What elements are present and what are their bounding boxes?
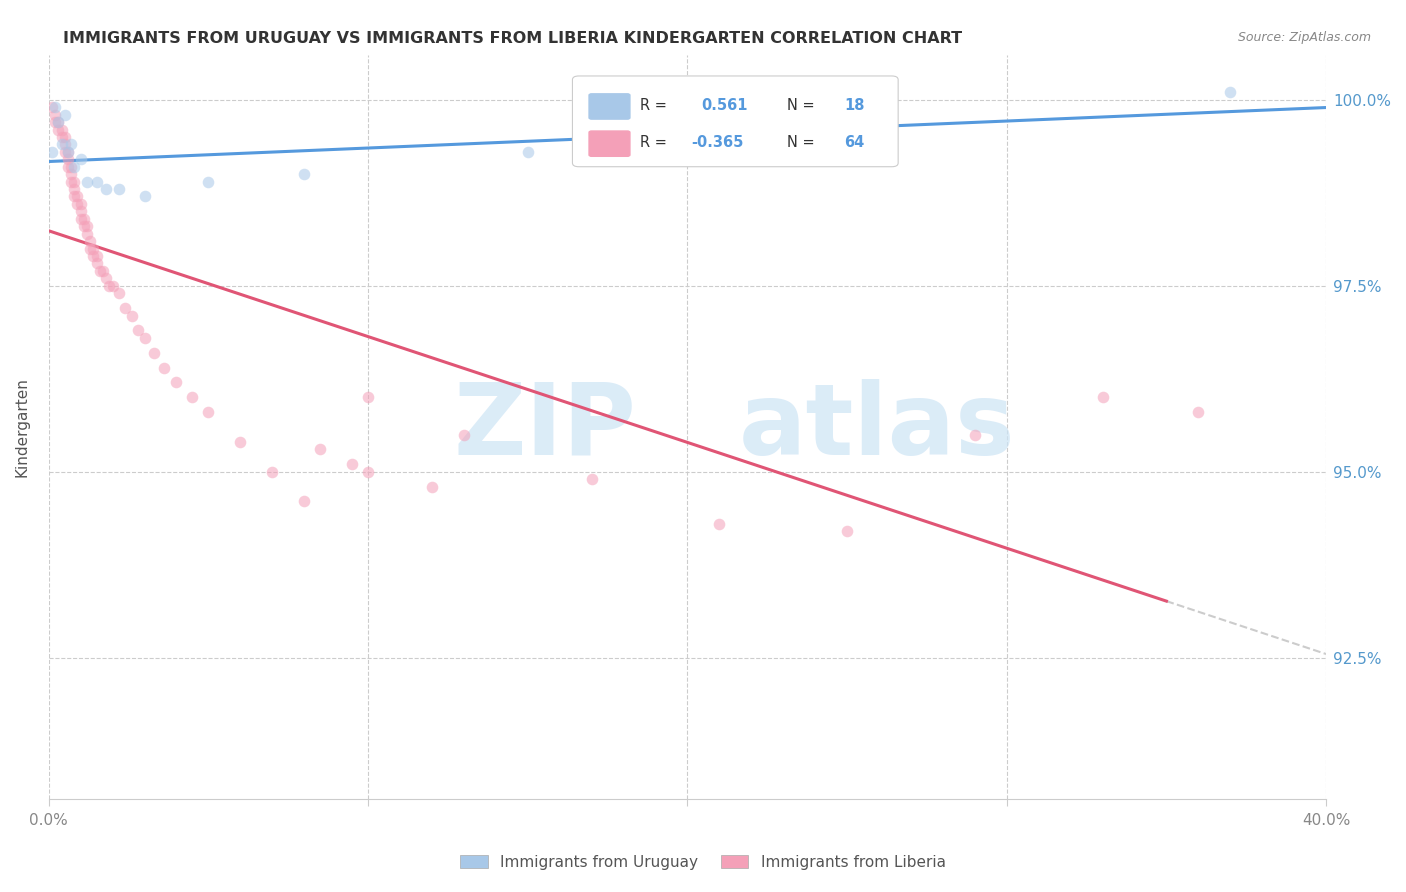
- Text: Source: ZipAtlas.com: Source: ZipAtlas.com: [1237, 31, 1371, 45]
- Text: atlas: atlas: [738, 378, 1015, 475]
- Point: [66, 189, 89, 203]
- Point: [79, 234, 101, 248]
- Legend: Immigrants from Uruguay, Immigrants from Liberia: Immigrants from Uruguay, Immigrants from…: [453, 847, 953, 877]
- Point: [229, 434, 252, 449]
- Point: [69, 153, 91, 167]
- Point: [709, 516, 731, 531]
- Point: [63, 189, 86, 203]
- Point: [357, 465, 380, 479]
- Point: [309, 442, 332, 457]
- Point: [197, 175, 219, 189]
- Text: 64: 64: [845, 136, 865, 151]
- Text: -0.365: -0.365: [692, 136, 744, 151]
- Point: [181, 390, 204, 404]
- Point: [53, 108, 76, 122]
- Point: [56, 145, 79, 159]
- Point: [73, 219, 96, 234]
- Point: [86, 249, 108, 263]
- Point: [53, 137, 76, 152]
- Point: [73, 211, 96, 226]
- Point: [121, 309, 143, 323]
- Point: [166, 376, 188, 390]
- Point: [69, 211, 91, 226]
- Point: [63, 175, 86, 189]
- Text: N =: N =: [787, 136, 820, 151]
- Text: R =: R =: [640, 136, 672, 151]
- Point: [63, 160, 86, 174]
- Point: [127, 323, 149, 337]
- Point: [340, 458, 363, 472]
- Point: [835, 524, 858, 539]
- Point: [96, 271, 118, 285]
- Point: [108, 182, 131, 196]
- Text: IMMIGRANTS FROM URUGUAY VS IMMIGRANTS FROM LIBERIA KINDERGARTEN CORRELATION CHAR: IMMIGRANTS FROM URUGUAY VS IMMIGRANTS FR…: [63, 31, 962, 46]
- Point: [152, 360, 174, 375]
- Point: [60, 175, 83, 189]
- Point: [69, 204, 91, 219]
- Text: 18: 18: [845, 98, 865, 113]
- Point: [197, 405, 219, 419]
- Point: [581, 472, 603, 486]
- Point: [60, 167, 83, 181]
- Point: [292, 167, 315, 181]
- Point: [82, 249, 104, 263]
- Point: [516, 145, 538, 159]
- Point: [98, 278, 121, 293]
- Point: [357, 390, 380, 404]
- Point: [1091, 390, 1114, 404]
- Point: [143, 345, 166, 359]
- Point: [44, 115, 66, 129]
- Point: [89, 264, 111, 278]
- Point: [76, 227, 98, 241]
- Point: [56, 153, 79, 167]
- Point: [108, 286, 131, 301]
- Point: [51, 130, 73, 145]
- Point: [56, 160, 79, 174]
- Point: [453, 427, 475, 442]
- Text: R =: R =: [640, 98, 672, 113]
- Point: [60, 137, 83, 152]
- Point: [76, 175, 98, 189]
- Point: [963, 427, 986, 442]
- Point: [292, 494, 315, 508]
- Point: [41, 100, 63, 114]
- Point: [134, 331, 156, 345]
- Point: [1187, 405, 1209, 419]
- Point: [46, 115, 69, 129]
- Point: [82, 242, 104, 256]
- Point: [69, 197, 91, 211]
- Point: [91, 264, 114, 278]
- Point: [114, 301, 136, 315]
- Point: [41, 145, 63, 159]
- Text: N =: N =: [787, 98, 820, 113]
- Text: ZIP: ZIP: [454, 378, 637, 475]
- Point: [134, 189, 156, 203]
- Point: [60, 160, 83, 174]
- Point: [51, 122, 73, 136]
- FancyBboxPatch shape: [589, 131, 630, 156]
- Point: [420, 480, 443, 494]
- Point: [79, 242, 101, 256]
- Point: [63, 182, 86, 196]
- Text: 0.561: 0.561: [702, 98, 748, 113]
- Point: [96, 182, 118, 196]
- Point: [56, 145, 79, 159]
- Point: [53, 145, 76, 159]
- FancyBboxPatch shape: [572, 76, 898, 167]
- Point: [76, 219, 98, 234]
- Point: [262, 465, 284, 479]
- Point: [44, 108, 66, 122]
- FancyBboxPatch shape: [589, 94, 630, 120]
- Point: [46, 122, 69, 136]
- Point: [86, 175, 108, 189]
- Y-axis label: Kindergarten: Kindergarten: [15, 377, 30, 477]
- Point: [46, 115, 69, 129]
- Point: [51, 137, 73, 152]
- Point: [53, 130, 76, 145]
- Point: [44, 100, 66, 114]
- Point: [86, 256, 108, 270]
- Point: [66, 197, 89, 211]
- Point: [101, 278, 124, 293]
- Point: [1219, 86, 1241, 100]
